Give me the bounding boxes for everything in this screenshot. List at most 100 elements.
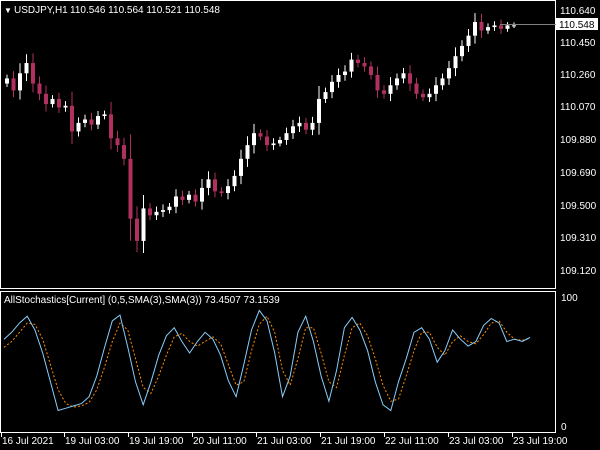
current-price-value: 110.548 [559,20,595,31]
candle-bearish [408,73,412,84]
candle-bullish [512,25,516,27]
candle-bullish [336,75,341,82]
price-label: 110.450 [560,38,596,49]
time-axis[interactable]: 16 Jul 2021 19 Jul 03:00 19 Jul 19:00 20… [1,433,568,447]
candle-bullish [245,145,250,159]
candle-bearish [499,25,503,29]
price-axis[interactable]: 110.640 110.450 110.260 110.070 109.880 … [560,6,597,277]
candle-bearish [109,114,113,139]
candle-bullish [453,56,458,69]
candle-bullish [505,25,510,29]
stochastic-main-line [3,309,531,412]
candle-bullish [486,27,490,31]
price-label: 109.500 [560,201,597,212]
candle-bullish [291,126,295,134]
candle-bearish [356,59,360,64]
candle-bearish [135,218,139,241]
candle-bullish [187,194,191,200]
price-label: 110.070 [560,102,596,113]
candle-bullish [83,119,87,123]
candle-bullish [297,122,302,127]
candle-bearish [265,136,269,146]
candle-bullish [141,208,146,241]
candle-bullish [206,179,211,188]
price-label: 109.880 [560,135,597,146]
candle-bullish [161,210,165,212]
candle-bearish [193,194,198,202]
candle-bearish [213,179,217,192]
candle-bearish [382,90,386,94]
time-label: 21 Jul 03:00 [257,436,312,447]
candle-bullish [239,158,243,176]
price-label: 109.120 [560,266,597,277]
candle-bullish [434,85,438,94]
candle-bearish [369,66,373,75]
indicator-title: AllStochastics[Current] (0,5,SMA(3),SMA(… [4,295,280,306]
candle-bearish [375,75,380,91]
candle-bullish [226,186,230,194]
candle-bullish [102,114,107,117]
candle-bearish [219,191,224,194]
candle-bullish [174,196,178,207]
candle-bullish [323,92,328,99]
time-label: 16 Jul 2021 [2,436,54,447]
candle-bullish [232,175,237,187]
candle-bearish [89,119,94,125]
candle-bearish [115,138,120,146]
candle-bullish [401,73,406,79]
candle-bullish [310,122,315,130]
candle-bullish [5,78,9,84]
candle-bullish [96,116,100,125]
candle-bullish [343,71,347,75]
candle-bullish [154,211,159,216]
candlestick-series [5,13,516,254]
candle-bearish [304,122,308,130]
candle-bearish [421,93,425,98]
time-label: 23 Jul 03:00 [449,436,504,447]
candle-bullish [447,68,451,79]
candle-bullish [466,35,471,46]
candle-bullish [76,122,81,132]
candle-bearish [258,133,263,137]
candle-bullish [440,78,445,86]
candle-bullish [50,98,55,105]
candle-bullish [317,98,321,123]
symbol-dropdown-icon[interactable]: ▼ [4,6,12,15]
candle-bearish [180,196,185,200]
candle-bearish [362,63,367,67]
stochastic-signal-line [3,315,531,408]
candle-bullish [24,63,29,74]
indicator-panel-frame[interactable] [0,291,556,433]
price-label: 109.310 [560,233,597,244]
candle-bullish [395,78,399,86]
candle-bullish [252,133,256,146]
price-label: 109.690 [560,168,597,179]
price-label: 110.260 [560,70,596,81]
candle-bearish [70,105,74,132]
candle-bullish [278,140,282,144]
current-price-tag [556,18,598,30]
candle-bullish [18,73,22,91]
candle-bullish [63,105,68,108]
candle-bearish [57,98,61,108]
candle-bearish [11,78,16,91]
time-label: 22 Jul 11:00 [385,436,439,447]
time-label: 23 Jul 19:00 [513,436,568,447]
stochastic-lines [3,309,531,412]
candle-bullish [271,143,276,146]
ohlc-readout: 110.546 110.564 110.521 110.548 [70,5,220,16]
candle-bullish [167,206,172,211]
price-panel-frame[interactable] [0,0,556,289]
indicator-level-100: 100 [561,293,578,304]
candle-bullish [427,93,432,98]
candle-bearish [44,93,48,105]
candle-bearish [31,63,35,84]
candle-bearish [128,158,133,219]
candle-bearish [122,145,126,159]
candle-bullish [200,187,204,202]
time-label: 20 Jul 11:00 [193,436,247,447]
candle-bullish [492,25,497,28]
candle-bearish [414,83,419,94]
